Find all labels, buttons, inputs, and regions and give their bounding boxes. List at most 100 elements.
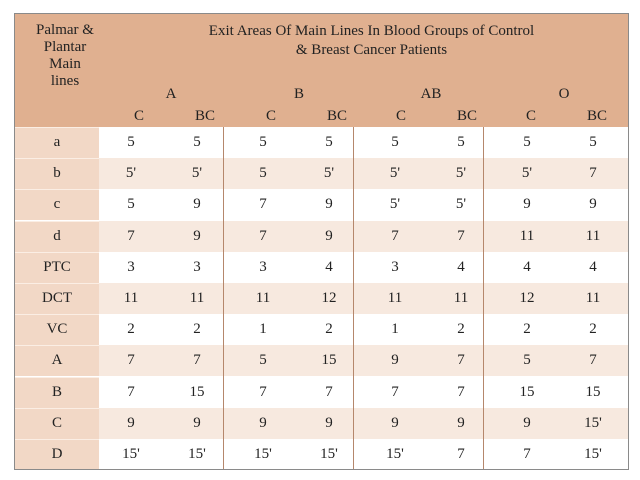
table-cell: 2 [457,321,465,338]
table-cell: 15' [122,446,140,462]
table-cell: 9 [325,414,333,431]
row-separator [15,283,99,314]
table-cell: 15' [584,446,602,462]
corner-header-line: Main [49,56,81,72]
table-cell: 11 [189,290,205,306]
table-cell: 5' [191,165,203,182]
table-cell: 5' [389,165,401,182]
table-cell: 9 [193,414,201,431]
subheader-breast-cancer: BC [326,108,347,124]
table-cell: 5 [589,134,597,150]
table-cell: 15' [386,446,404,462]
row-cells: 7 9 7 9 7 7 11 11 [99,220,628,252]
table-cell: 15 [585,383,601,400]
row-label: a [15,127,99,158]
row-label: D [15,439,99,469]
table-cell: 7 [193,352,201,369]
subheader-breast-cancer: BC [586,108,607,124]
table-cell: 9 [193,196,201,213]
table-cell: 11 [585,227,601,244]
table-cell: 12 [519,290,535,306]
group-header-ab: AB [420,86,442,102]
table-title-line: & Breast Cancer Patients [295,42,448,58]
table-cell: 4 [523,258,531,275]
table-cell: 5 [325,134,333,150]
row-separator [15,407,99,439]
row-separator [15,127,99,158]
table-cell: 5 [127,196,135,213]
corner-header-line: lines [50,73,80,89]
table-cell: 11 [453,290,469,306]
row-label: d [15,220,99,252]
row-cells: 7 15 7 7 7 7 15 15 [99,377,628,408]
table-cell: 2 [589,321,597,338]
row-separator [15,251,99,283]
table-cell: 12 [321,290,337,306]
table-row: D 15' 15' 15' 15' 15' 7 7 15' [15,439,628,469]
row-separator [15,345,99,376]
table-cell: 9 [391,414,399,431]
table-cell: 5' [125,165,137,182]
subheader-control: C [395,108,406,124]
table-cell: 15' [254,446,272,462]
row-separator [15,220,99,252]
row-label: c [15,189,99,221]
table-cell: 15' [320,446,338,462]
subheader-control: C [525,108,536,124]
table-row: VC 2 2 1 2 1 2 2 2 [15,314,628,346]
table-cell: 4 [589,258,597,275]
table-cell: 11 [387,290,403,306]
table-cell: 5 [523,134,531,150]
table-cell: 5 [259,165,267,182]
row-label: A [15,345,99,377]
table-cell: 3 [193,258,201,275]
table-row: d 7 9 7 9 7 7 11 11 [15,220,628,252]
group-divider [353,127,354,469]
table-cell: 2 [325,321,333,338]
group-header-o: O [558,86,570,102]
table-cell: 7 [457,446,465,462]
table-cell: 5 [391,134,399,150]
table-title: Exit Areas Of Main Lines In Blood Groups… [115,22,628,60]
table-cell: 7 [127,383,135,400]
table-cell: 7 [457,383,465,400]
row-cells: 7 7 5 15 9 7 5 7 [99,345,628,377]
table-cell: 9 [523,196,531,213]
table-cell: 11 [519,227,535,244]
corner-header-line: Palmar & [36,22,94,38]
row-cells: 9 9 9 9 9 9 9 15' [99,407,628,439]
table-cell: 15' [188,446,206,462]
table-cell: 5 [127,134,135,150]
row-cells: 11 11 11 12 11 11 12 11 [99,283,628,314]
group-header-b: B [293,86,304,102]
subheader-control: C [133,108,144,124]
table-cell: 7 [259,383,267,400]
table-cell: 7 [127,227,135,244]
table-cell: 11 [255,290,271,306]
table-cell: 5 [523,352,531,369]
table-cell: 11 [585,290,601,306]
table-cell: 9 [325,227,333,244]
table-row: c 5 9 7 9 5' 5' 9 9 [15,189,628,221]
table-cell: 5' [521,165,533,182]
table-cell: 15 [189,383,205,400]
table-row: PTC 3 3 3 4 3 4 4 4 [15,251,628,283]
table-cell: 3 [127,258,135,275]
subheader-breast-cancer: BC [456,108,477,124]
table-cell: 7 [589,165,597,182]
table-cell: 4 [325,258,333,275]
row-cells: 5 9 7 9 5' 5' 9 9 [99,189,628,220]
table-row: DCT 11 11 11 12 11 11 12 11 [15,283,628,314]
table-cell: 7 [391,227,399,244]
corner-header: Palmar & Plantar Main lines [15,22,115,90]
row-label: VC [15,314,99,346]
table-row: A 7 7 5 15 9 7 5 7 [15,345,628,377]
table-cell: 7 [259,227,267,244]
row-cells: 5 5 5 5 5 5 5 5 [99,127,628,158]
group-divider [483,127,484,469]
row-separator [15,376,99,408]
row-separator [15,189,99,220]
group-divider [223,127,224,469]
table-cell: 5 [259,134,267,150]
row-label: DCT [15,283,99,314]
